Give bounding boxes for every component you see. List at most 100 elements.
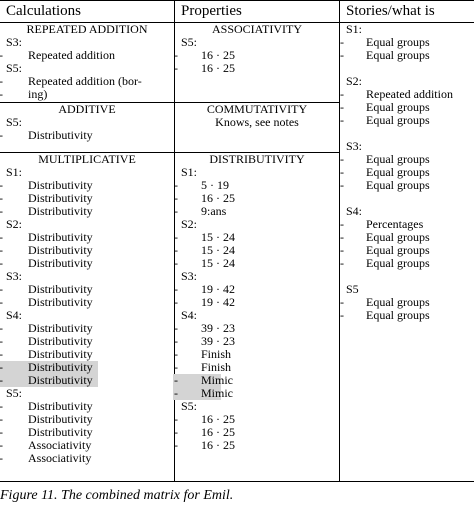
list-dash: - bbox=[340, 152, 344, 166]
entry-text: Distributivity bbox=[28, 295, 93, 309]
list-dash: - bbox=[0, 374, 3, 387]
entry-text: Distributivity bbox=[28, 191, 93, 205]
entry-text: Equal groups bbox=[366, 165, 430, 179]
entry-text: Finish bbox=[201, 347, 232, 361]
list-dash: - bbox=[174, 438, 178, 452]
student-label: S2: bbox=[346, 74, 363, 88]
list-dash: - bbox=[340, 243, 344, 257]
entry-text: Distributivity bbox=[28, 243, 93, 257]
figure-caption: Figure 11. The combined matrix for Emil. bbox=[0, 488, 234, 503]
entry-text: Distributivity bbox=[28, 399, 93, 413]
list-dash: - bbox=[0, 192, 3, 205]
entry-text: 19 · 42 bbox=[201, 295, 235, 309]
list-dash: - bbox=[174, 360, 178, 374]
entry-text: Equal groups bbox=[366, 178, 430, 192]
entry-text: 19 · 42 bbox=[201, 282, 235, 296]
list-dash: - bbox=[0, 179, 3, 192]
list-dash: - bbox=[174, 425, 178, 439]
table-bottom-border bbox=[0, 481, 474, 482]
entry-text: Associativity bbox=[28, 451, 92, 465]
list-dash: - bbox=[340, 308, 344, 322]
student-label: S4: bbox=[181, 308, 198, 322]
list-dash: - bbox=[0, 439, 3, 452]
entry-text: Repeated addition (bor- bbox=[28, 74, 142, 88]
list-dash: - bbox=[0, 49, 3, 62]
list-dash: - bbox=[174, 412, 178, 426]
entry-text: Distributivity bbox=[28, 425, 93, 439]
row-divider-2 bbox=[0, 152, 339, 153]
column-divider-2 bbox=[339, 0, 340, 482]
entry-text: Distributivity bbox=[28, 321, 93, 335]
entry-text: Distributivity bbox=[28, 178, 93, 192]
student-label: S5: bbox=[6, 386, 23, 400]
entry-text: Repeated addition bbox=[28, 48, 115, 62]
entry-text: 16 · 25 bbox=[201, 61, 235, 75]
list-dash: - bbox=[0, 361, 3, 374]
student-label: S5: bbox=[6, 61, 23, 75]
entry-text: Distributivity bbox=[28, 347, 93, 361]
highlight bbox=[0, 374, 98, 387]
table-top-border bbox=[0, 0, 474, 1]
header-divider bbox=[0, 22, 474, 23]
column-header-stories: Stories/what is bbox=[346, 3, 435, 19]
list-dash: - bbox=[340, 113, 344, 127]
list-dash: - bbox=[174, 191, 178, 205]
student-label: S5: bbox=[6, 115, 23, 129]
entry-text: 15 · 24 bbox=[201, 230, 235, 244]
entry-text: 16 · 25 bbox=[201, 425, 235, 439]
list-dash: - bbox=[0, 426, 3, 439]
list-dash: - bbox=[0, 283, 3, 296]
student-label: S3: bbox=[181, 269, 198, 283]
entry-text: 15 · 24 bbox=[201, 243, 235, 257]
entry-text: Mimic bbox=[201, 373, 233, 387]
entry-text: 16 · 25 bbox=[201, 48, 235, 62]
entry-text: ing) bbox=[28, 87, 48, 101]
list-dash: - bbox=[174, 373, 178, 387]
entry-text: Equal groups bbox=[366, 152, 430, 166]
list-dash: - bbox=[174, 321, 178, 335]
list-dash: - bbox=[174, 256, 178, 270]
list-dash: - bbox=[0, 129, 3, 142]
entry-text: Equal groups bbox=[366, 100, 430, 114]
entry-text: 5 · 19 bbox=[201, 178, 229, 192]
entry-text: 9:ans bbox=[201, 204, 227, 218]
entry-text: Equal groups bbox=[366, 48, 430, 62]
entry-text: Distributivity bbox=[28, 230, 93, 244]
section-title: MULTIPLICATIVE bbox=[38, 152, 136, 166]
entry-text: Equal groups bbox=[366, 230, 430, 244]
list-dash: - bbox=[0, 231, 3, 244]
entry-text: Distributivity bbox=[28, 360, 93, 374]
entry-text: Distributivity bbox=[28, 373, 93, 387]
entry-text: Equal groups bbox=[366, 295, 430, 309]
entry-text: 16 · 25 bbox=[201, 412, 235, 426]
highlight bbox=[173, 374, 221, 387]
student-label: S3: bbox=[6, 35, 23, 49]
entry-text: 16 · 25 bbox=[201, 438, 235, 452]
list-dash: - bbox=[0, 88, 3, 101]
list-dash: - bbox=[174, 243, 178, 257]
list-dash: - bbox=[0, 348, 3, 361]
list-dash: - bbox=[0, 452, 3, 465]
list-dash: - bbox=[174, 334, 178, 348]
student-label: S1: bbox=[181, 165, 198, 179]
section-title: COMMUTATIVITY bbox=[206, 102, 308, 116]
entry-text: 39 · 23 bbox=[201, 334, 235, 348]
list-dash: - bbox=[340, 165, 344, 179]
student-label: S2: bbox=[181, 217, 198, 231]
entry-text: Equal groups bbox=[366, 256, 430, 270]
list-dash: - bbox=[0, 413, 3, 426]
student-label: S1: bbox=[346, 22, 363, 36]
entry-text: Percentages bbox=[366, 217, 424, 231]
list-dash: - bbox=[174, 178, 178, 192]
list-dash: - bbox=[174, 386, 178, 400]
column-header-calculations: Calculations bbox=[6, 3, 81, 19]
list-dash: - bbox=[0, 400, 3, 413]
list-dash: - bbox=[174, 204, 178, 218]
section-title: DISTRIBUTIVITY bbox=[209, 152, 305, 166]
list-dash: - bbox=[340, 230, 344, 244]
entry-text: Equal groups bbox=[366, 308, 430, 322]
list-dash: - bbox=[340, 217, 344, 231]
list-dash: - bbox=[340, 87, 344, 101]
list-dash: - bbox=[0, 205, 3, 218]
list-dash: - bbox=[174, 230, 178, 244]
